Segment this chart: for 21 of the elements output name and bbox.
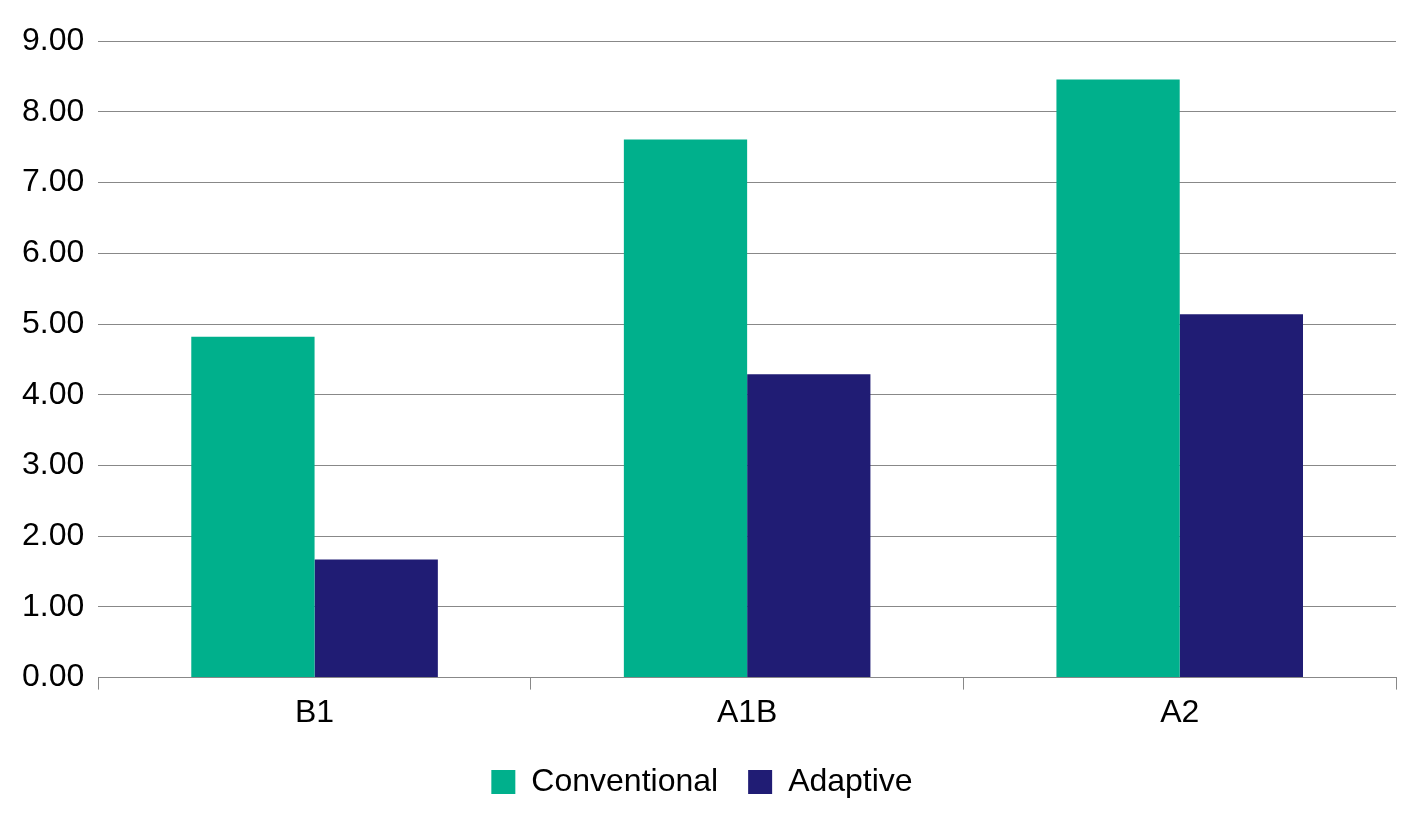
bar [623, 139, 748, 678]
bar [191, 336, 315, 678]
y-tick-label: 7.00 [22, 162, 85, 199]
bar [314, 559, 438, 678]
bar [1179, 314, 1303, 678]
y-tick-label: 2.00 [22, 516, 85, 553]
bar [747, 374, 871, 678]
x-tick-label: A2 [1160, 692, 1200, 729]
legend-label: Conventional [531, 761, 719, 798]
bar [1056, 79, 1180, 678]
y-tick-label: 3.00 [22, 445, 85, 482]
y-tick-label: 5.00 [22, 303, 85, 340]
y-tick-label: 1.00 [22, 586, 85, 623]
y-tick-label: 8.00 [22, 91, 85, 128]
y-tick-label: 4.00 [22, 374, 85, 411]
y-tick-label: 9.00 [22, 21, 85, 58]
legend-label: Adaptive [788, 761, 913, 798]
y-tick-label: 0.00 [22, 657, 85, 694]
x-tick-label: B1 [295, 692, 335, 729]
x-tick-label: A1B [716, 692, 778, 729]
y-tick-label: 6.00 [22, 233, 85, 270]
